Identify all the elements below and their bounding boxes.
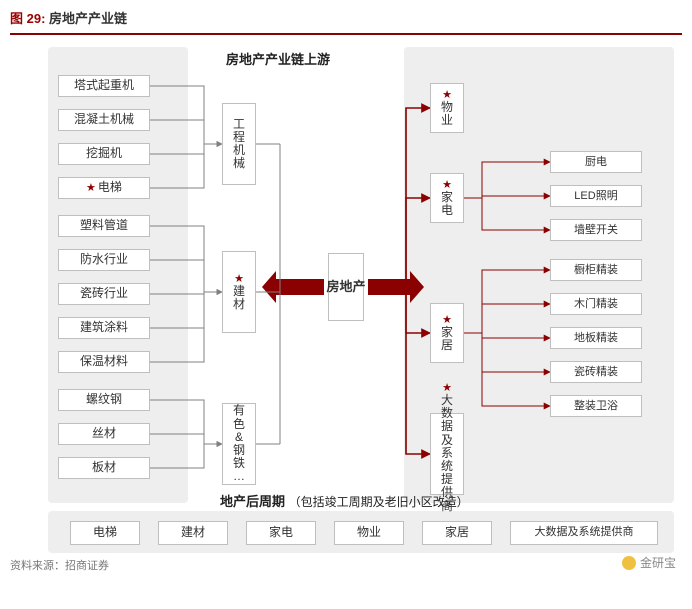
left-item-1-2: 瓷砖行业 — [58, 283, 150, 305]
right-item-1-2: 墙壁开关 — [550, 219, 642, 241]
right-item-1-1: LED照明 — [550, 185, 642, 207]
right-item-2-2: 地板精装 — [550, 327, 642, 349]
center-node: 房地产 — [328, 253, 364, 321]
left-mid-2: 有色&钢铁… — [222, 403, 256, 485]
left-item-1-3: 建筑涂料 — [58, 317, 150, 339]
watermark: 金研宝 — [622, 554, 676, 571]
right-item-2-4: 整装卫浴 — [550, 395, 642, 417]
bottom-item-1: 建材 — [158, 521, 228, 545]
figure: 图 29: 房地产产业链 房地产产业链上游 房地产 工程机械 塔式起重机混凝土机械挖… — [0, 0, 692, 579]
right-item-2-3: 瓷砖精装 — [550, 361, 642, 383]
watermark-text: 金研宝 — [640, 554, 676, 571]
figure-number: 图 29: — [10, 11, 45, 26]
diagram-canvas: 房地产产业链上游 房地产 工程机械 塔式起重机混凝土机械挖掘机 ★电梯 ★建材 塑料管道防… — [10, 43, 682, 553]
right-item-2-0: 橱柜精装 — [550, 259, 642, 281]
watermark-logo-icon — [622, 556, 636, 570]
title-rule — [10, 33, 682, 35]
heading-upstream: 房地产产业链上游 — [226, 49, 330, 68]
bottom-item-3: 物业 — [334, 521, 404, 545]
right-mid-2: ★家居 — [430, 303, 464, 363]
left-item-0-2: 挖掘机 — [58, 143, 150, 165]
heading-downstream: 地产后周期 （包括竣工周期及老旧小区改造） — [220, 491, 469, 510]
figure-source: 资料来源：招商证券 — [10, 553, 682, 573]
right-mid-0: ★物业 — [430, 83, 464, 133]
bottom-item-2: 家电 — [246, 521, 316, 545]
bottom-item-4: 家居 — [422, 521, 492, 545]
left-item-0-1: 混凝土机械 — [58, 109, 150, 131]
heading-downstream-sub: （包括竣工周期及老旧小区改造） — [289, 495, 469, 509]
right-item-2-1: 木门精装 — [550, 293, 642, 315]
bottom-item-5: 大数据及系统提供商 — [510, 521, 658, 545]
right-item-1-0: 厨电 — [550, 151, 642, 173]
left-mid-1: ★建材 — [222, 251, 256, 333]
left-item-1-0: 塑料管道 — [58, 215, 150, 237]
left-item-2-1: 丝材 — [58, 423, 150, 445]
right-mid-3: ★大数据及系统提供商… — [430, 413, 464, 495]
left-item-0-0: 塔式起重机 — [58, 75, 150, 97]
left-item-0-3: ★电梯 — [58, 177, 150, 199]
left-mid-0: 工程机械 — [222, 103, 256, 185]
figure-name: 房地产产业链 — [49, 11, 127, 26]
bottom-item-0: 电梯 — [70, 521, 140, 545]
heading-downstream-main: 地产后周期 — [220, 494, 285, 509]
figure-title: 图 29: 房地产产业链 — [10, 4, 682, 33]
left-item-2-2: 板材 — [58, 457, 150, 479]
left-item-1-4: 保温材料 — [58, 351, 150, 373]
left-item-2-0: 螺纹钢 — [58, 389, 150, 411]
right-mid-1: ★家电 — [430, 173, 464, 223]
left-item-1-1: 防水行业 — [58, 249, 150, 271]
